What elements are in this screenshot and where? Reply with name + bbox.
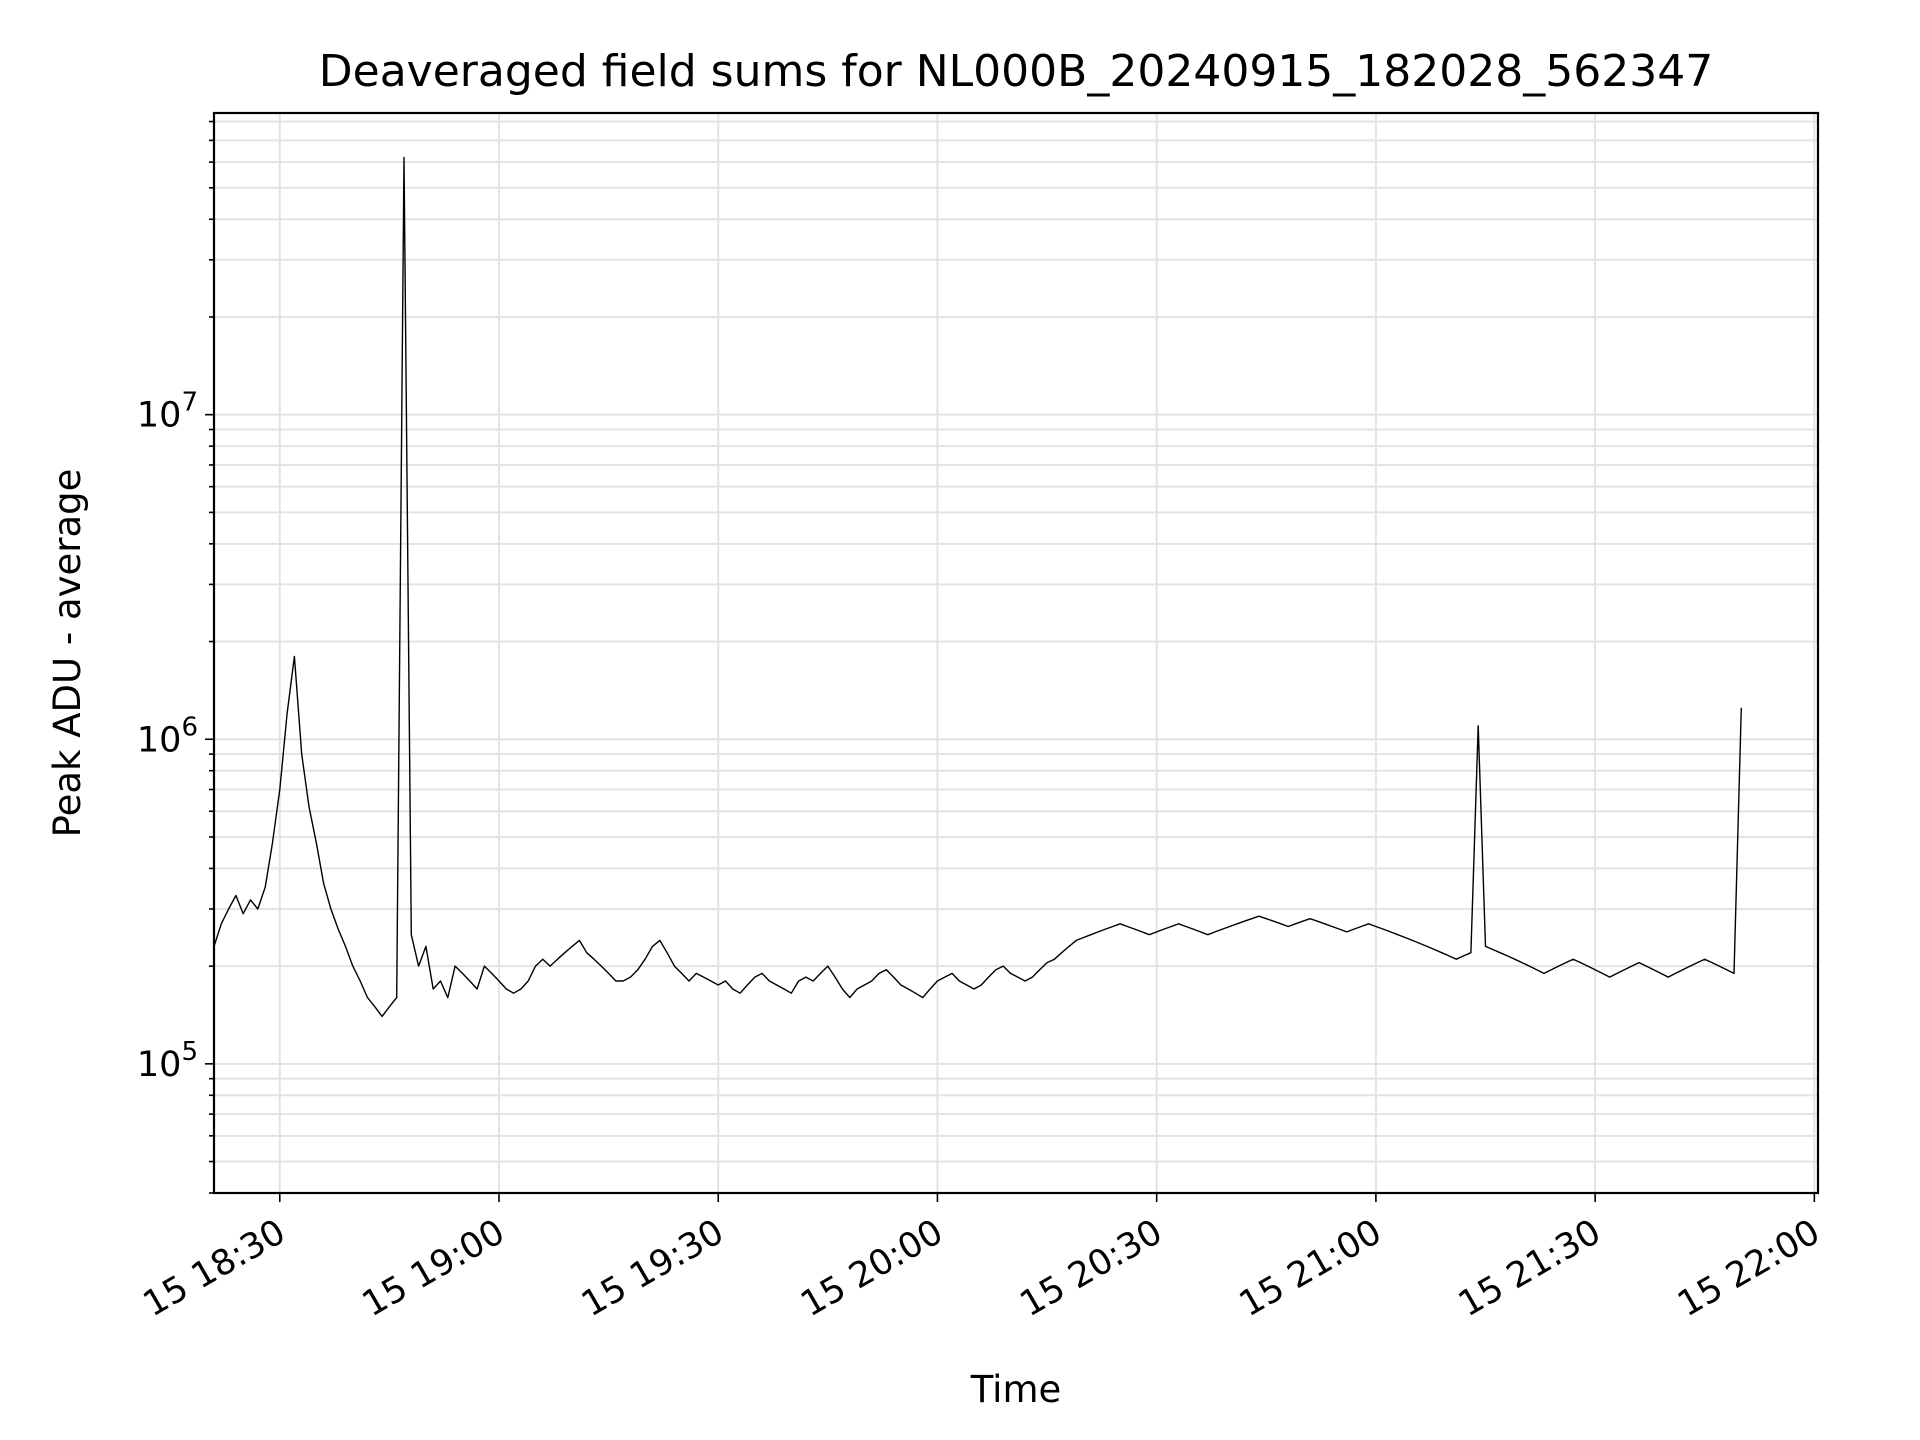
x-tick-label: 15 21:30: [1452, 1212, 1608, 1325]
y-tick-label-exponent: 6: [181, 712, 198, 742]
y-tick-label-base: 10: [137, 720, 182, 760]
series-line-0: [213, 156, 1742, 1018]
y-tick-label-base: 10: [137, 1045, 182, 1085]
y-axis-label: Peak ADU - average: [46, 469, 89, 838]
x-tick-label: 15 20:30: [1014, 1212, 1170, 1325]
y-tick-label-base: 10: [137, 396, 182, 436]
x-tick-label: 15 20:00: [794, 1212, 950, 1325]
series-layer: [213, 156, 1742, 1018]
chart-title: Deaveraged field sums for NL000B_2024091…: [319, 46, 1713, 97]
x-tick-label: 15 21:00: [1233, 1212, 1389, 1325]
y-tick-label-exponent: 7: [181, 388, 198, 418]
grid: [214, 113, 1818, 1194]
x-tick-label: 15 22:00: [1671, 1212, 1827, 1325]
x-axis: 15 18:30 15 19:00 15 19:30 15 20:00 15 20:30…: [137, 1193, 1827, 1325]
x-tick-label: 15 19:00: [356, 1212, 512, 1325]
y-tick-label: 105: [137, 1037, 198, 1085]
plot-area-frame: [212, 111, 1820, 1195]
x-axis-label: Time: [970, 1368, 1062, 1411]
x-tick-label: 15 19:30: [575, 1212, 731, 1325]
y-tick-label: 107: [137, 388, 198, 436]
x-tick-label: 15 18:30: [137, 1212, 293, 1325]
y-tick-label: 106: [137, 712, 198, 760]
y-tick-label-exponent: 5: [181, 1037, 198, 1067]
